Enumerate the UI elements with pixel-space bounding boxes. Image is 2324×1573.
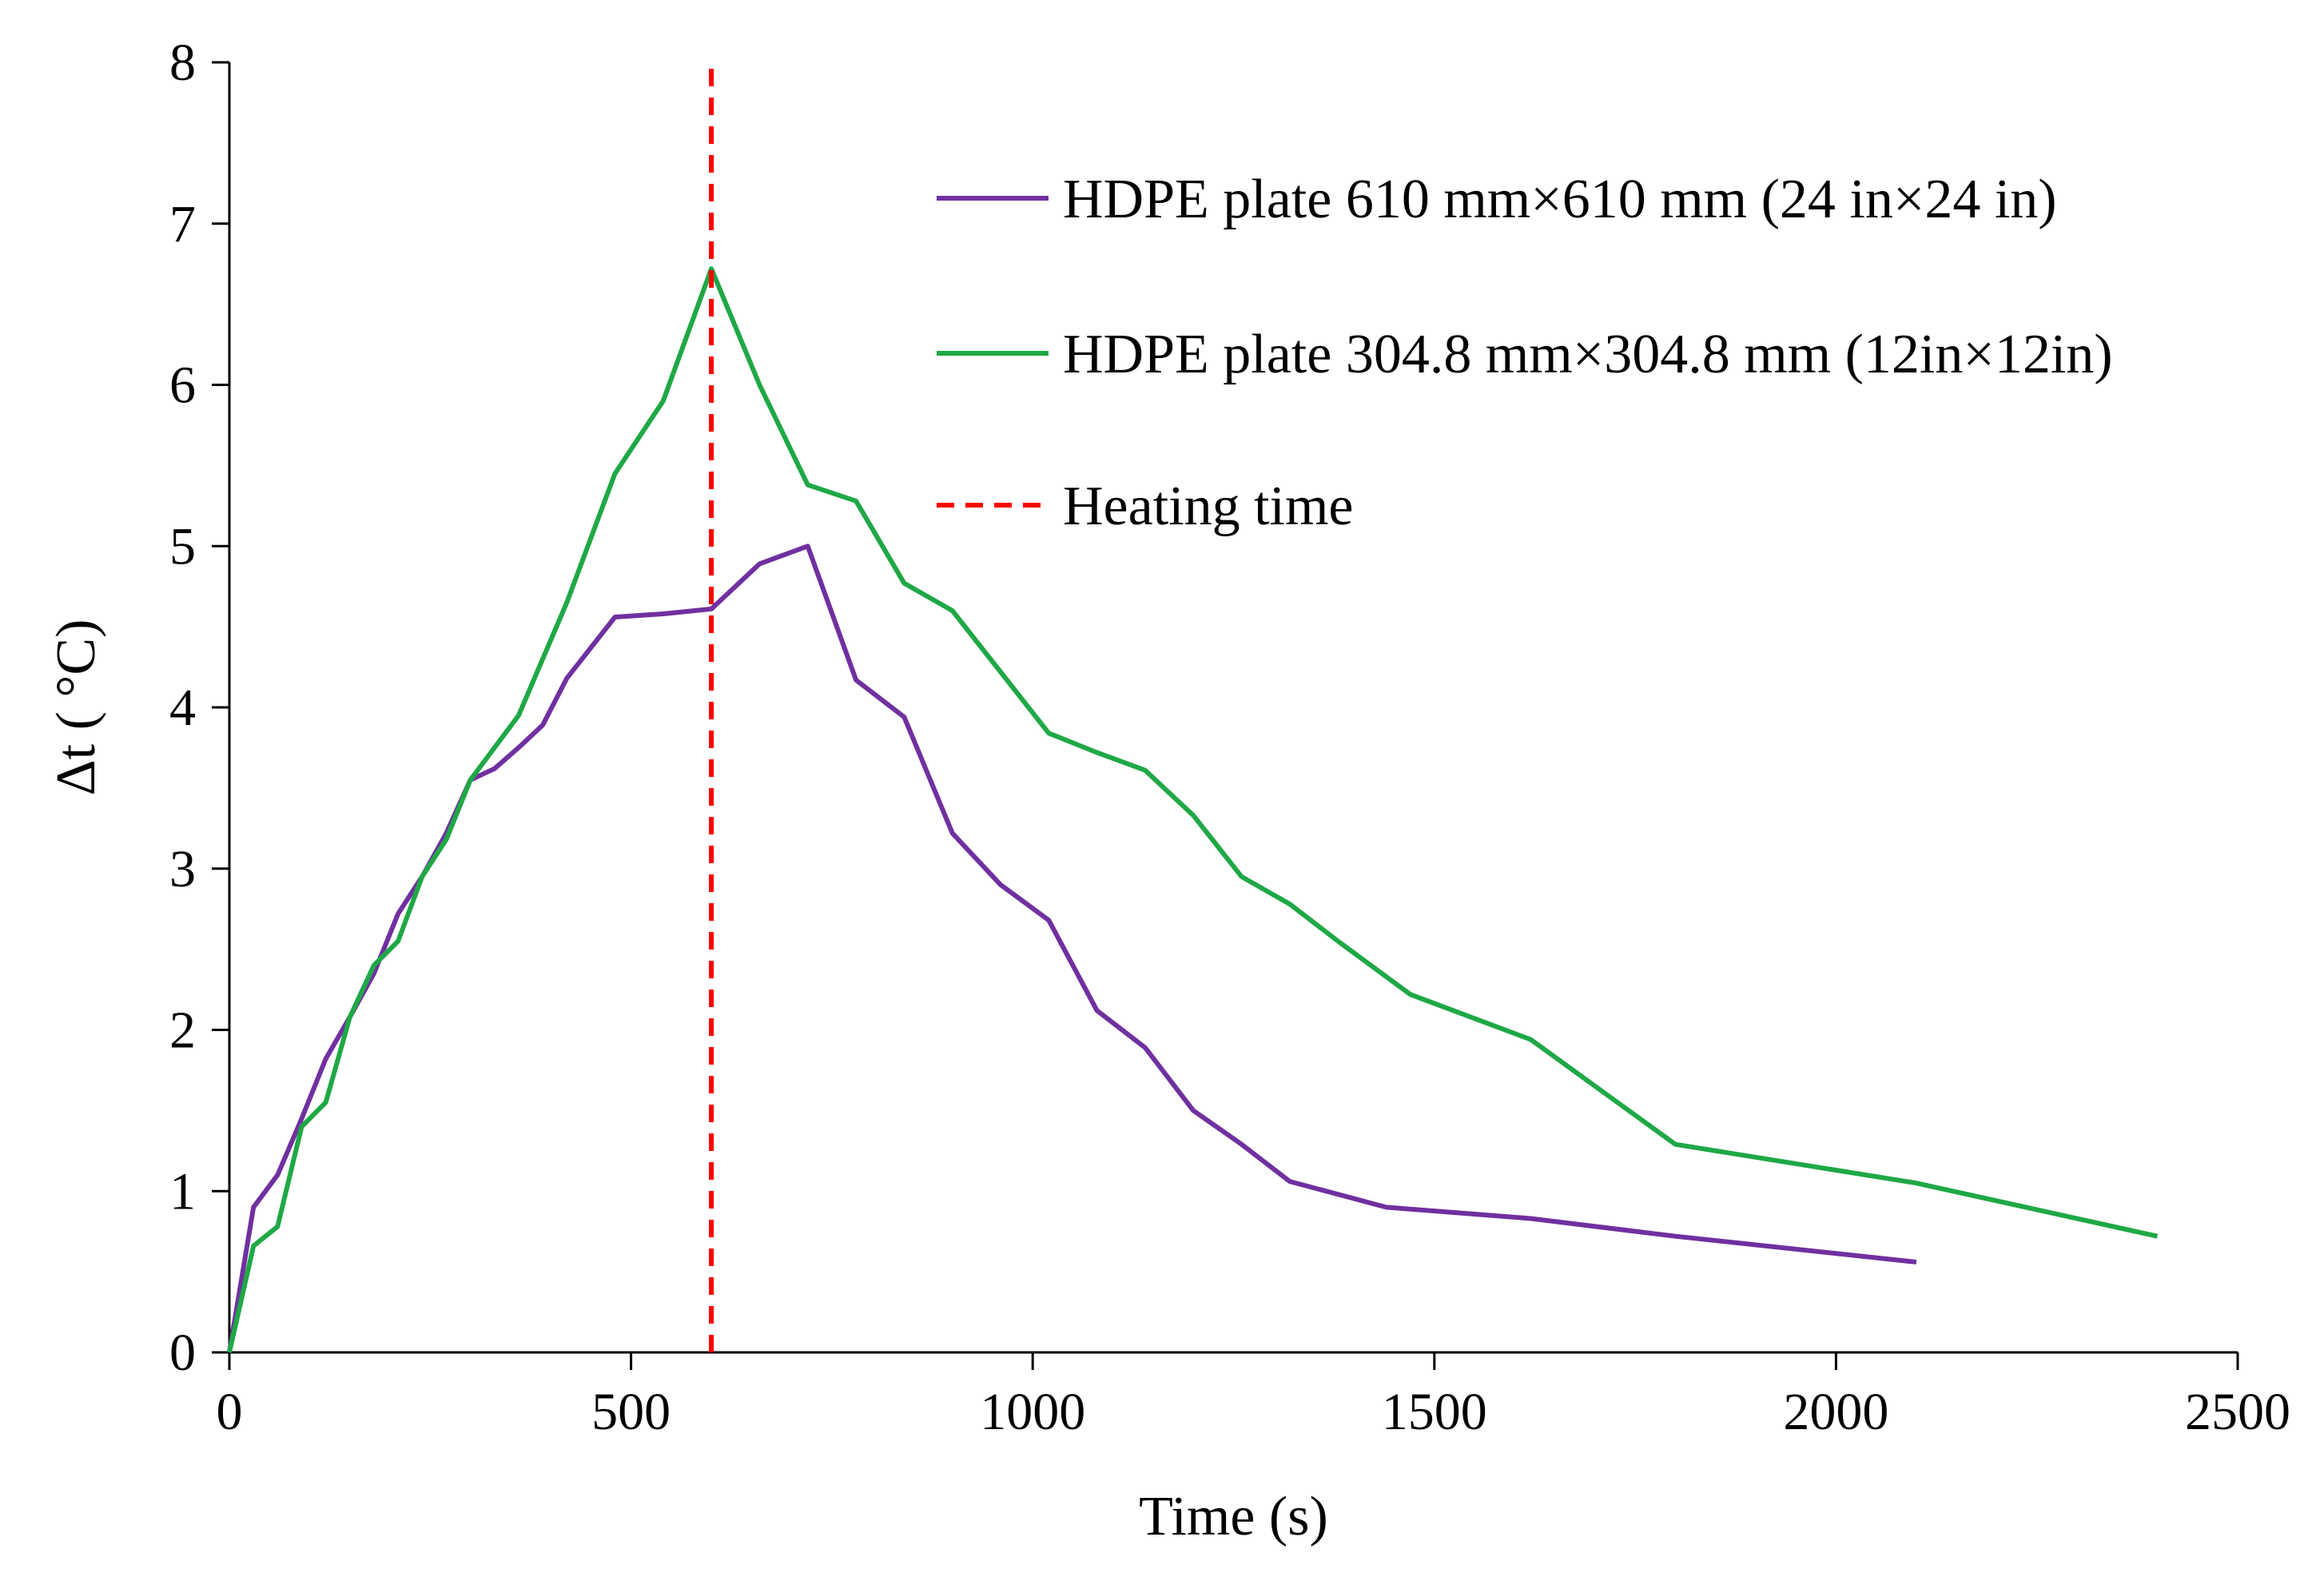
axes: 0 1 2 3 4 5 6 7 8 0 500 1000 1500 2000 2500	[169, 34, 2290, 1441]
series-line-0	[227, 544, 1917, 1353]
y-tick-label: 3	[169, 840, 196, 898]
x-axis-title: Time (s)	[1139, 1486, 1328, 1547]
legend: HDPE plate 610 mm×610 mm (24 in×24 in) HD…	[937, 169, 2113, 537]
y-tick-label: 0	[169, 1324, 196, 1382]
y-tick-label: 8	[169, 34, 196, 92]
x-tick-label: 500	[591, 1383, 671, 1441]
x-tick-label: 2500	[2185, 1383, 2290, 1441]
x-tick-label: 2000	[1783, 1383, 1888, 1441]
legend-label-0: HDPE plate 610 mm×610 mm (24 in×24 in)	[1063, 169, 2057, 230]
legend-label-2: Heating time	[1063, 476, 1354, 537]
series-layer	[227, 62, 2159, 1353]
series-line-1	[227, 266, 2159, 1353]
y-tick-label: 1	[169, 1162, 196, 1221]
y-axis-title: Δt ( °C)	[46, 619, 107, 796]
legend-label-1: HDPE plate 304.8 mm×304.8 mm (12in×12in)	[1063, 324, 2113, 385]
x-tick-label: 1500	[1382, 1383, 1487, 1441]
x-tick-label: 0	[217, 1383, 243, 1441]
y-tick-label: 2	[169, 1002, 196, 1060]
y-tick-label: 6	[169, 356, 196, 415]
x-tick-label: 1000	[980, 1383, 1085, 1441]
y-tick-label: 7	[169, 195, 196, 253]
y-tick-label: 4	[169, 679, 196, 737]
y-tick-label: 5	[169, 517, 196, 575]
